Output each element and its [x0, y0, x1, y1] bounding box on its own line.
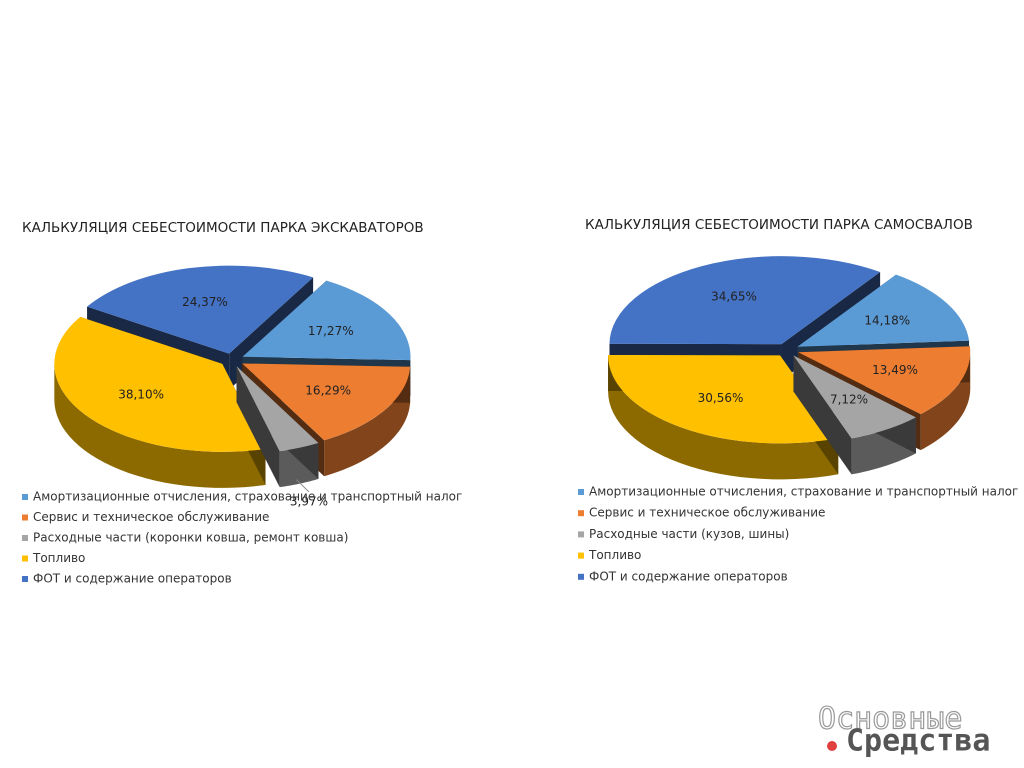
- legend-swatch: [22, 576, 28, 582]
- data-label: 14,18%: [864, 313, 910, 327]
- legend-swatch: [578, 510, 584, 517]
- legend-label: ФОТ и содержание операторов: [589, 569, 788, 583]
- slice: [87, 265, 314, 354]
- legend-swatch: [22, 535, 28, 541]
- data-label: 24,37%: [182, 295, 228, 309]
- data-label: 13,49%: [872, 363, 918, 377]
- slice-side: [324, 366, 411, 477]
- legend-label: Амортизационные отчисления, страхование …: [589, 485, 1018, 499]
- legend-swatch: [22, 555, 28, 562]
- chart-title: КАЛЬКУЛЯЦИЯ СЕБЕСТОИМОСТИ ПАРКА ЭКСКАВАТ…: [22, 220, 424, 236]
- legend-label: Расходные части (коронки ковша, ремонт к…: [33, 531, 348, 545]
- slice: [236, 366, 319, 452]
- legend-swatch: [578, 573, 584, 580]
- legend-label: Сервис и техническое обслуживание: [589, 506, 825, 520]
- legend-label: Расходные части (кузов, шины): [589, 527, 789, 541]
- slice: [242, 280, 411, 361]
- slice: [54, 316, 266, 452]
- watermark-dot: [827, 741, 837, 751]
- legend-label: ФОТ и содержание операторов: [33, 572, 232, 586]
- slice: [797, 274, 970, 347]
- data-label: 16,29%: [305, 384, 351, 398]
- slice: [608, 354, 839, 444]
- slice: [609, 256, 881, 345]
- slice-wall: [793, 355, 852, 475]
- legend-swatch: [22, 514, 28, 521]
- watermark: Основные: [818, 702, 963, 737]
- legend-label: Топливо: [588, 548, 641, 562]
- slice-side: [608, 355, 839, 480]
- leader-line: [296, 479, 310, 493]
- data-label: 3,97%: [290, 494, 328, 508]
- legend-swatch: [578, 489, 584, 495]
- slice: [793, 355, 916, 439]
- data-label: 38,10%: [118, 388, 164, 402]
- legend-swatch: [578, 552, 584, 559]
- legend-swatch: [22, 494, 28, 500]
- data-label: 34,65%: [711, 290, 757, 304]
- slice-side: [54, 363, 266, 488]
- legend-label: Амортизационные отчисления, страхование …: [33, 490, 462, 504]
- data-label: 7,12%: [830, 393, 868, 407]
- slice: [798, 346, 971, 415]
- slice-side: [920, 352, 971, 451]
- slice-wall: [236, 366, 280, 488]
- data-label: 30,56%: [698, 391, 744, 405]
- legend-label: Сервис и техническое обслуживание: [33, 510, 269, 524]
- chart-title: КАЛЬКУЛЯЦИЯ СЕБЕСТОИМОСТИ ПАРКА САМОСВАЛ…: [585, 217, 973, 233]
- legend-label: Топливо: [32, 551, 85, 565]
- slice: [242, 363, 411, 441]
- watermark: Средства: [846, 724, 991, 759]
- legend-swatch: [578, 531, 584, 538]
- data-label: 17,27%: [308, 324, 354, 338]
